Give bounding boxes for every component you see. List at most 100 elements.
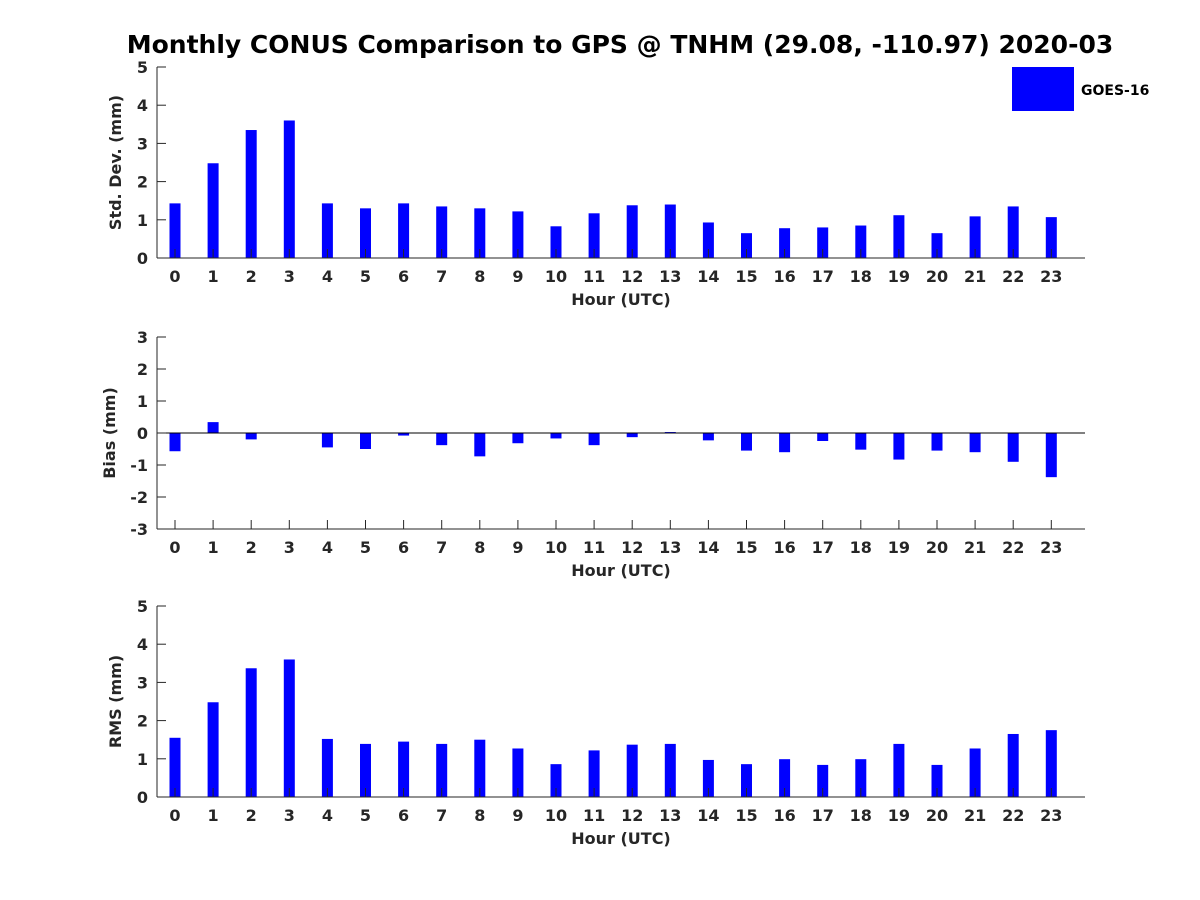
x-tick-label: 23: [1040, 806, 1062, 825]
x-tick-label: 3: [284, 538, 295, 557]
x-tick-label: 12: [621, 267, 643, 286]
x-tick-label: 11: [583, 538, 605, 557]
bar: [626, 433, 638, 438]
bar: [512, 433, 524, 444]
x-tick-label: 20: [926, 267, 948, 286]
bar: [169, 203, 181, 258]
x-tick-label: 6: [398, 267, 409, 286]
y-tick-label: 3: [137, 673, 148, 692]
bar: [741, 764, 752, 797]
x-tick-label: 11: [583, 267, 605, 286]
bar: [245, 668, 257, 797]
x-tick-label: 10: [545, 267, 567, 286]
y-tick-label: 2: [137, 173, 148, 192]
legend: GOES-16: [1012, 67, 1149, 111]
bar: [931, 433, 943, 451]
x-tick-label: 2: [246, 538, 257, 557]
bar: [969, 748, 981, 797]
bar: [550, 226, 562, 258]
bar: [779, 433, 791, 453]
y-axis-label: RMS (mm): [106, 655, 125, 748]
bar: [779, 228, 791, 258]
bar: [969, 216, 981, 258]
bar: [474, 739, 486, 797]
bar: [207, 422, 219, 433]
bar: [360, 433, 371, 449]
bar: [1007, 433, 1019, 462]
x-tick-label: 22: [1002, 538, 1024, 557]
x-tick-label: 16: [773, 267, 795, 286]
y-axis-label: Bias (mm): [100, 387, 119, 479]
bar: [855, 433, 867, 450]
y-tick-label: 0: [137, 249, 148, 268]
legend-swatch: [1012, 67, 1074, 111]
x-tick-label: 4: [322, 538, 333, 557]
bar: [855, 225, 867, 258]
y-tick-label: 0: [137, 424, 148, 443]
bar: [436, 206, 448, 258]
bar: [664, 743, 676, 797]
x-tick-label: 6: [398, 538, 409, 557]
x-tick-label: 14: [697, 538, 719, 557]
x-tick-label: 14: [697, 267, 719, 286]
bar: [321, 203, 333, 258]
y-tick-label: 2: [137, 360, 148, 379]
bar: [1007, 206, 1019, 258]
bar: [436, 433, 448, 446]
x-tick-label: 7: [436, 538, 447, 557]
x-axis-label: Hour (UTC): [571, 829, 671, 848]
x-tick-label: 11: [583, 806, 605, 825]
bar: [512, 748, 524, 797]
bar: [893, 743, 905, 797]
bar: [398, 433, 410, 436]
y-tick-label: 1: [137, 211, 148, 230]
bar: [817, 764, 829, 797]
x-tick-label: 2: [246, 267, 257, 286]
bar: [474, 433, 486, 457]
x-tick-label: 10: [545, 806, 567, 825]
bar: [588, 750, 600, 797]
bar: [931, 233, 943, 258]
y-tick-label: 4: [137, 96, 148, 115]
x-tick-label: 5: [360, 267, 371, 286]
y-tick-label: 4: [137, 635, 148, 654]
x-tick-label: 0: [169, 267, 180, 286]
x-tick-label: 22: [1002, 267, 1024, 286]
x-tick-label: 13: [659, 806, 681, 825]
bar: [741, 433, 752, 451]
bar: [931, 764, 943, 797]
bar: [360, 743, 371, 797]
x-tick-label: 19: [888, 267, 910, 286]
bar: [588, 433, 600, 446]
bar: [512, 211, 524, 258]
y-tick-label: -3: [130, 520, 148, 539]
x-tick-label: 9: [512, 538, 523, 557]
x-tick-label: 3: [284, 267, 295, 286]
x-tick-label: 13: [659, 538, 681, 557]
x-tick-label: 8: [474, 538, 485, 557]
bar: [702, 759, 714, 797]
x-tick-label: 12: [621, 538, 643, 557]
x-tick-label: 17: [812, 267, 834, 286]
x-tick-label: 1: [208, 806, 219, 825]
x-tick-label: 8: [474, 267, 485, 286]
x-tick-label: 2: [246, 806, 257, 825]
y-tick-label: 1: [137, 392, 148, 411]
x-tick-label: 23: [1040, 267, 1062, 286]
bar: [817, 227, 829, 258]
bar: [855, 759, 867, 797]
x-tick-label: 19: [888, 806, 910, 825]
x-axis-label: Hour (UTC): [571, 561, 671, 580]
y-tick-label: 3: [137, 328, 148, 347]
y-tick-label: 5: [137, 597, 148, 616]
bar: [1007, 733, 1019, 797]
x-tick-label: 15: [735, 538, 757, 557]
x-tick-label: 21: [964, 267, 986, 286]
bar: [207, 163, 219, 258]
x-tick-label: 18: [850, 806, 872, 825]
bar: [245, 433, 257, 440]
x-tick-label: 20: [926, 806, 948, 825]
